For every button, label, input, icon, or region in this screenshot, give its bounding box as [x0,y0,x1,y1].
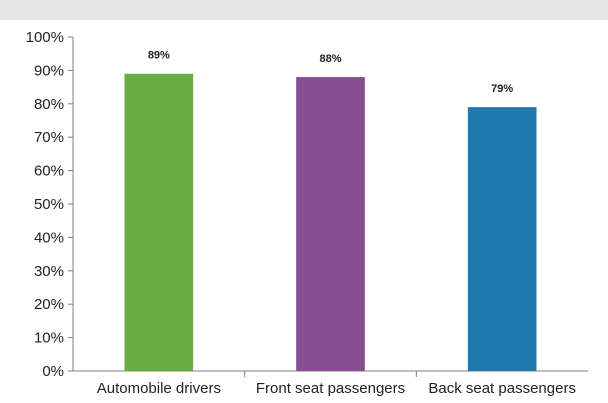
bars [124,73,537,372]
x-category-label: Back seat passengers [428,380,576,397]
y-tick-label: 80% [34,96,64,113]
top-strip [0,0,608,20]
bar [124,73,194,372]
y-tick-label: 30% [34,263,64,280]
y-tick-label: 70% [34,129,64,146]
y-tick-label: 60% [34,163,64,180]
y-tick-label: 100% [26,29,64,46]
y-tick-label: 90% [34,62,64,79]
y-tick-label: 10% [34,330,64,347]
bar-value-label: 89% [148,50,170,62]
bar-value-label: 79% [491,83,513,95]
y-tick-label: 20% [34,296,64,313]
x-category-label: Automobile drivers [97,380,221,397]
bar [296,77,365,371]
y-axis: 0% 10% 20% 30% 40% 50% 60% 70% 80% 90% 100% [26,29,74,380]
data-labels: 89% 88% 79% [148,50,514,95]
x-category-label: Front seat passengers [256,380,405,397]
bar-value-label: 88% [319,53,341,65]
x-axis: Automobile drivers Front seat passengers B… [73,370,588,397]
y-tick-label: 50% [34,196,64,213]
bar [467,107,537,371]
y-tick-label: 0% [42,363,64,380]
y-tick-label: 40% [34,229,64,246]
